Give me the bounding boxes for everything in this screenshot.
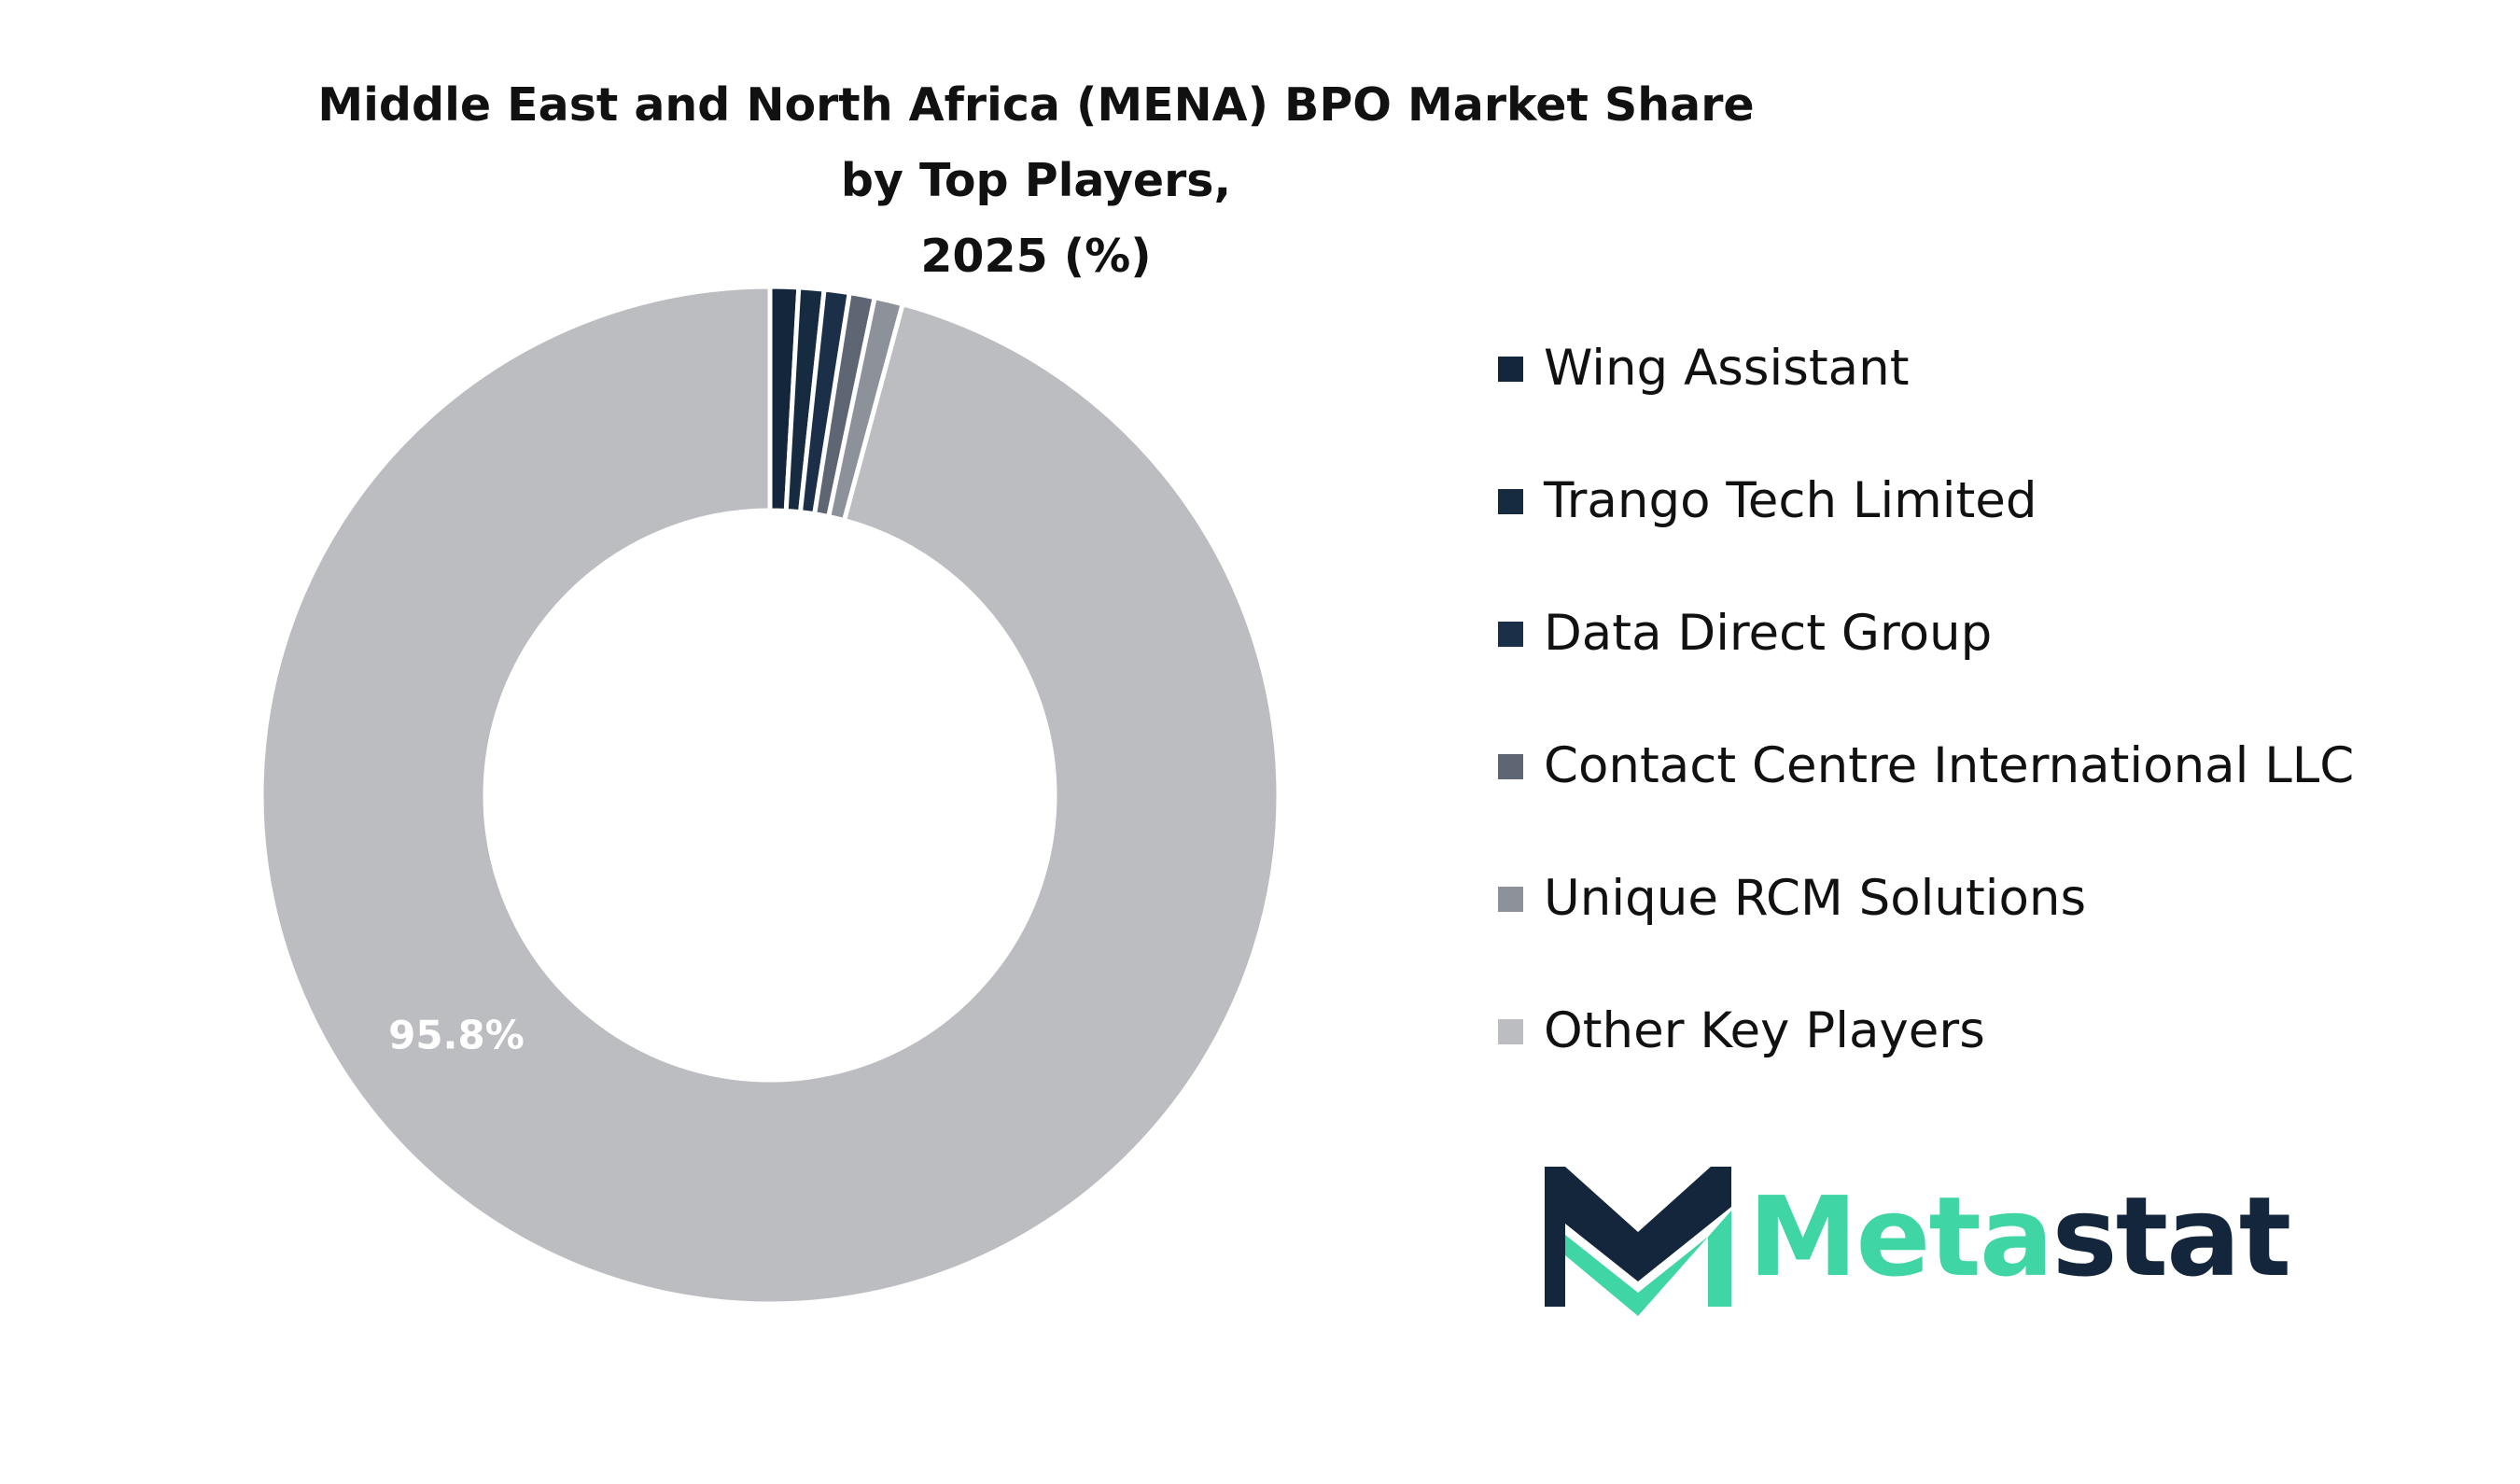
legend-label: Trango Tech Limited <box>1544 472 2037 529</box>
legend-swatch <box>1498 754 1523 779</box>
legend-swatch <box>1498 489 1523 514</box>
legend-label: Wing Assistant <box>1544 340 1910 397</box>
donut-slices <box>259 284 1281 1307</box>
donut-data-labels: 95.8% <box>388 1013 525 1058</box>
donut-data-label: 95.8% <box>388 1013 525 1058</box>
legend-swatch <box>1498 357 1523 382</box>
legend-item-contact-centre-international-llc: Contact Centre International LLC <box>1498 729 2354 861</box>
metastat-wordmark: Metastat <box>1748 1171 2292 1302</box>
donut-chart: 95.8% <box>259 284 1281 1307</box>
legend: Wing Assistant Trango Tech Limited Data Di… <box>1498 331 2354 1127</box>
legend-label: Contact Centre International LLC <box>1544 737 2355 794</box>
wordmark-meta: Meta <box>1748 1172 2053 1301</box>
legend-label: Data Direct Group <box>1544 605 1993 662</box>
chart-title: Middle East and North Africa (MENA) BPO … <box>280 67 1792 294</box>
legend-item-data-direct-group: Data Direct Group <box>1498 596 2354 729</box>
legend-swatch <box>1498 622 1523 647</box>
chart-title-line-2: 2025 (%) <box>920 230 1152 283</box>
metastat-m-mark-icon <box>1545 1167 1731 1316</box>
legend-swatch <box>1498 887 1523 912</box>
wordmark-stat: stat <box>2051 1172 2292 1301</box>
legend-label: Unique RCM Solutions <box>1544 870 2087 927</box>
metastat-logo: Metastat <box>1545 1162 2291 1321</box>
legend-item-wing-assistant: Wing Assistant <box>1498 331 2354 464</box>
legend-item-other-key-players: Other Key Players <box>1498 994 2354 1127</box>
legend-item-trango-tech-limited: Trango Tech Limited <box>1498 464 2354 596</box>
legend-label: Other Key Players <box>1544 1002 1985 1059</box>
donut-slice-other-key-players <box>259 284 1281 1307</box>
chart-title-line-1: Middle East and North Africa (MENA) BPO … <box>317 78 1755 207</box>
legend-item-unique-rcm-solutions: Unique RCM Solutions <box>1498 861 2354 994</box>
legend-swatch <box>1498 1019 1523 1044</box>
